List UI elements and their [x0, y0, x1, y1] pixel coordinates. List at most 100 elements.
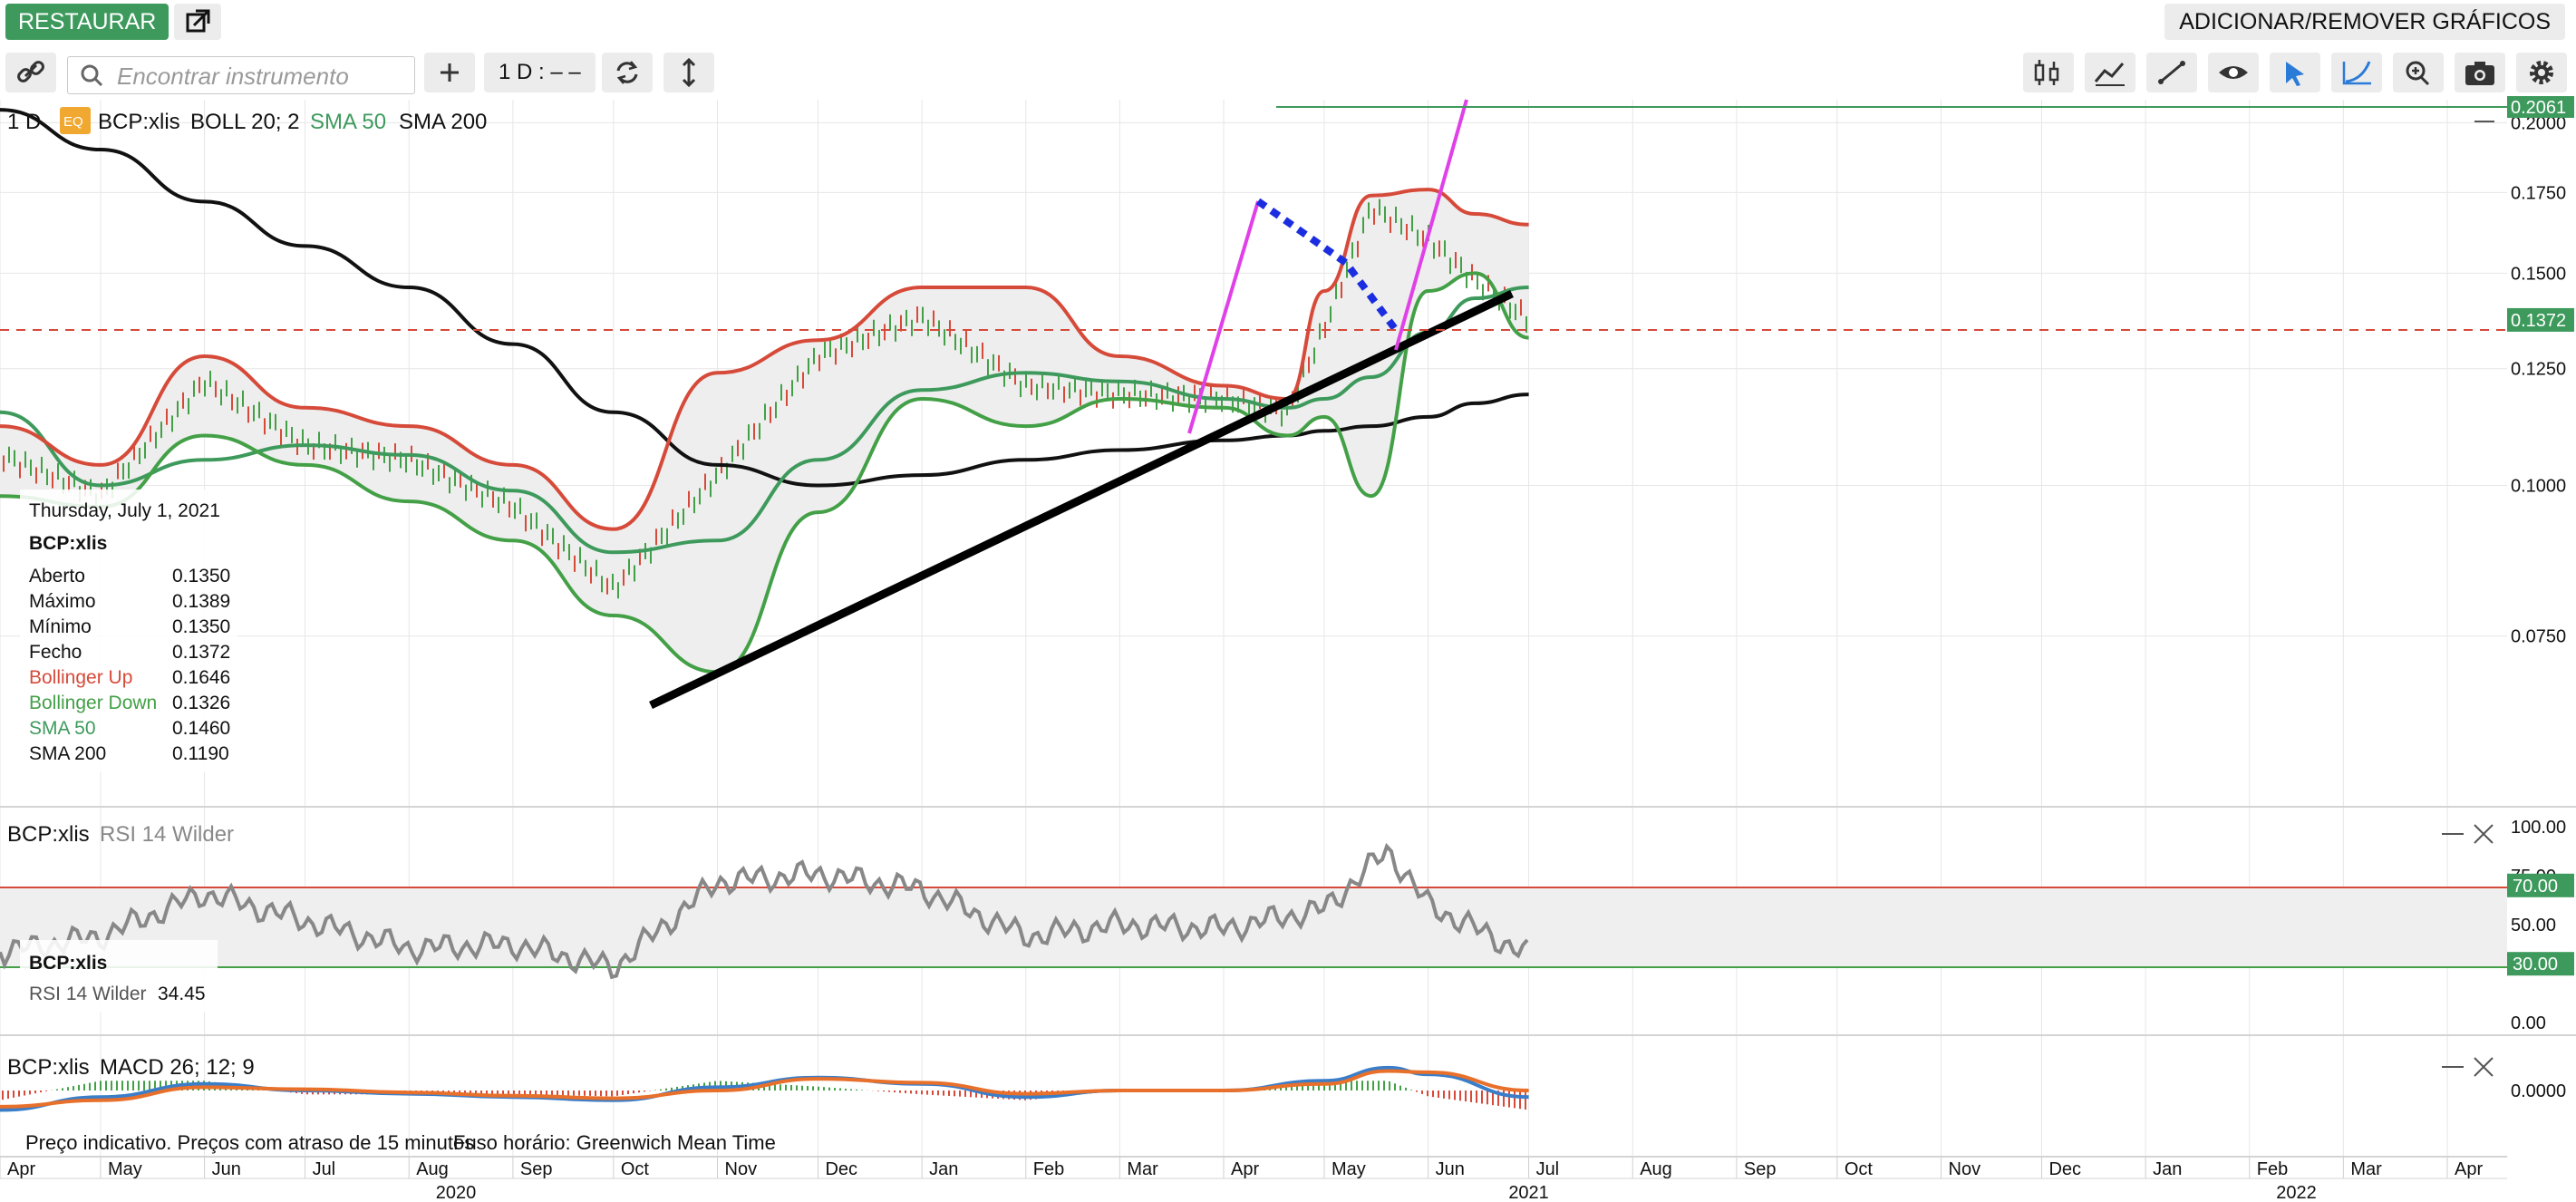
rsi-panel [0, 842, 2507, 980]
close-icon[interactable] [2474, 1057, 2494, 1077]
projection-line-up[interactable] [1187, 200, 1260, 434]
level-price-text: 0.2061 [2511, 98, 2566, 118]
sma50-legend: SMA 50 [310, 110, 386, 134]
sma200-legend: SMA 200 [399, 110, 487, 134]
tooltip-sma50-value: 0.1460 [172, 718, 231, 739]
month-label: Feb [1033, 1159, 1064, 1179]
trendline-drawing[interactable] [649, 289, 1514, 710]
camera-icon [2465, 62, 2494, 85]
month-label: Aug [416, 1159, 449, 1179]
flag-channel-drawing[interactable] [1255, 198, 1399, 333]
bollinger-band-fill [0, 189, 1529, 673]
curve-button[interactable] [2331, 53, 2382, 92]
sma-200-line [0, 108, 1529, 488]
price-axis[interactable]: 0.2000 0.1750 0.1500 0.1250 0.1000 0.0750 0.20… [2507, 96, 2574, 647]
macd-tick-label: 0.0000 [2511, 1081, 2566, 1101]
external-link-icon [186, 9, 210, 33]
tooltip-bolldown-value: 0.1326 [172, 693, 231, 713]
projection-line-2[interactable] [1394, 99, 1468, 351]
macd-legend: BCP:xlis MACD 26; 12; 9 [7, 1055, 255, 1080]
macd-axis[interactable]: 0.0000 [2511, 1081, 2566, 1101]
chart-toolbar: Encontrar instrumento 1 D : – – [0, 53, 2576, 96]
tooltip-low-value: 0.1350 [172, 616, 231, 637]
grid-lines [0, 100, 2507, 1157]
add-remove-charts-button[interactable]: ADICIONAR/REMOVER GRÁFICOS [2164, 4, 2565, 40]
tooltip-open-value: 0.1350 [172, 566, 231, 586]
tooltip-bollup-label: Bollinger Up [29, 667, 133, 688]
close-icon[interactable] [2474, 824, 2494, 844]
price-tick-label: 0.1000 [2511, 477, 2566, 497]
time-axis[interactable]: Apr May Jun Jul Aug Sep Oct Nov Dec Jan Feb Mar Apr M… [0, 1157, 2483, 1202]
month-label: Sep [520, 1159, 553, 1179]
restore-button[interactable]: RESTAURAR [5, 4, 169, 40]
draw-line-button[interactable] [2146, 53, 2197, 92]
year-label: 2022 [2276, 1183, 2317, 1202]
month-label: Jul [313, 1159, 336, 1179]
month-label: Oct [621, 1159, 650, 1179]
link-button[interactable] [5, 53, 56, 92]
rsi-band-fill [0, 887, 2507, 967]
price-tick-label: 0.1750 [2511, 183, 2566, 203]
boll-legend: BOLL 20; 2 [190, 110, 300, 134]
month-label: Apr [7, 1159, 35, 1179]
top-bar: RESTAURAR ADICIONAR/REMOVER GRÁFICOS [0, 0, 2576, 45]
month-label: Jun [1436, 1159, 1465, 1179]
tooltip-close-value: 0.1372 [172, 642, 231, 663]
main-legend: 1 D EQ BCP:xlis BOLL 20; 2 SMA 50 SMA 20… [7, 107, 487, 134]
scale-button[interactable] [663, 53, 714, 92]
rsi-tick-label: 0.00 [2511, 1013, 2546, 1033]
month-label: Sep [1744, 1159, 1777, 1179]
symbol-label: BCP:xlis [98, 110, 180, 134]
month-label: Apr [2455, 1159, 2483, 1179]
month-label: Mar [1127, 1159, 1158, 1179]
month-label: Jan [2153, 1159, 2182, 1179]
rsi-line [0, 842, 1529, 980]
indicators-button[interactable] [2085, 53, 2135, 92]
rsi-label: RSI 14 Wilder [100, 822, 234, 847]
open-external-button[interactable] [174, 4, 221, 40]
macd-panel [0, 1065, 1529, 1112]
rsi-panel-controls[interactable] [2442, 824, 2494, 844]
level-price-badge [2507, 96, 2574, 118]
price-tick-label: 0.1500 [2511, 264, 2566, 284]
price-panel [0, 99, 2507, 710]
plus-icon [441, 63, 459, 82]
ohlc-tooltip: Thursday, July 1, 2021 BCP:xlis Aberto 0… [20, 490, 237, 772]
rsi-tick-label: 100.00 [2511, 818, 2566, 838]
pointer-button[interactable] [2270, 53, 2320, 92]
year-label: 2020 [436, 1183, 477, 1202]
gear-icon [2530, 61, 2553, 84]
rsi-tick-label: 50.00 [2511, 916, 2556, 935]
month-label: Feb [2257, 1159, 2288, 1179]
tooltip-sma50-label: SMA 50 [29, 718, 96, 739]
chart-type-button[interactable] [2023, 53, 2074, 92]
equity-badge-label: EQ [63, 114, 83, 130]
visibility-button[interactable] [2208, 53, 2259, 92]
month-label: Mar [2350, 1159, 2382, 1179]
macd-signal-line [0, 1069, 1529, 1109]
sma-50-line [0, 286, 1529, 555]
rsi-upper-badge [2507, 873, 2574, 897]
add-button[interactable] [424, 53, 475, 92]
refresh-button[interactable] [602, 53, 653, 92]
month-label: Jul [1536, 1159, 1560, 1179]
macd-label: MACD 26; 12; 9 [100, 1055, 255, 1080]
equity-badge [60, 107, 91, 134]
month-label: Nov [725, 1159, 758, 1179]
tooltip-close-label: Fecho [29, 642, 82, 663]
timeframe-selector[interactable]: 1 D : – – [484, 53, 596, 92]
settings-button[interactable] [2516, 53, 2567, 92]
zoom-button[interactable] [2393, 53, 2444, 92]
tooltip-sma200-value: 0.1190 [172, 743, 229, 764]
macd-panel-controls[interactable] [2442, 1057, 2494, 1077]
tooltip-high-value: 0.1389 [172, 591, 231, 612]
instrument-search-input[interactable]: Encontrar instrumento [67, 56, 415, 94]
price-tick-label: 0.2000 [2511, 113, 2566, 133]
last-price-badge [2507, 307, 2574, 332]
rsi-legend: BCP:xlis RSI 14 Wilder [7, 822, 234, 847]
tooltip-bolldown-label: Bollinger Down [29, 693, 158, 713]
screenshot-button[interactable] [2455, 53, 2505, 92]
rsi-tooltip-symbol: BCP:xlis [29, 953, 108, 974]
